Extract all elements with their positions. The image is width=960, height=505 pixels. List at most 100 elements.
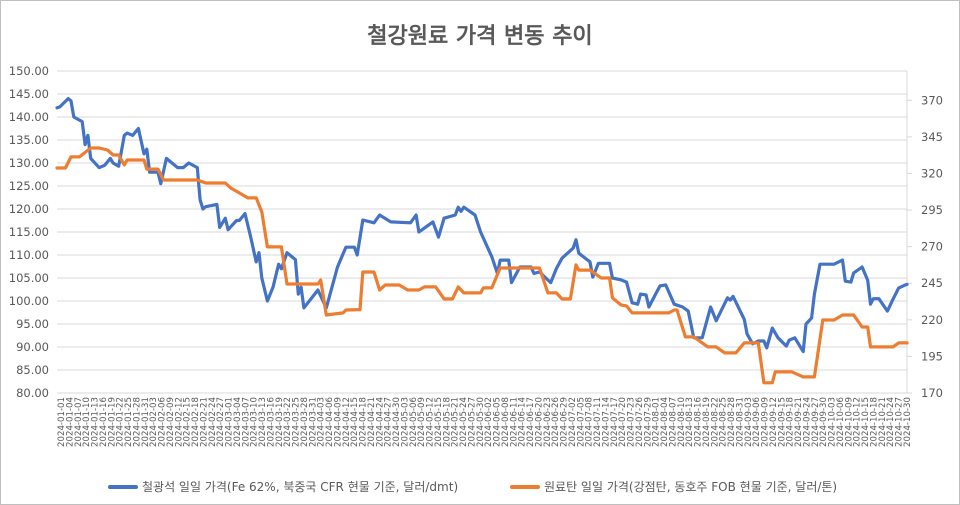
x-tick-label: 2024-07-11: [593, 397, 603, 447]
x-tick-label: 2024-09-12: [769, 397, 779, 447]
x-tick-label: 2024-10-09: [844, 397, 854, 447]
x-tick-label: 2024-05-24: [459, 397, 469, 447]
x-tick-label: 2024-05-03: [400, 397, 410, 447]
x-tick-label: 2024-06-29: [560, 397, 570, 447]
x-tick-label: 2024-06-20: [534, 397, 544, 447]
x-tick-label: 2024-06-14: [518, 397, 528, 447]
y-left-tick-label: 145.00: [9, 87, 49, 101]
x-tick-label: 2024-08-13: [685, 397, 695, 447]
x-tick-label: 2024-09-24: [802, 397, 812, 447]
x-tick-label: 2024-10-21: [878, 397, 888, 447]
y-left-tick-label: 85.00: [16, 363, 49, 377]
x-tick-label: 2024-07-14: [601, 397, 611, 447]
x-tick-label: 2024-01-31: [141, 397, 151, 447]
y-right-tick-label: 370: [921, 93, 943, 107]
x-tick-label: 2024-04-18: [359, 397, 369, 447]
y-left-tick-label: 110.00: [9, 248, 49, 262]
x-tick-label: 2024-09-21: [794, 397, 804, 447]
x-tick-label: 2024-08-25: [719, 397, 729, 447]
x-tick-label: 2024-01-13: [91, 397, 101, 447]
x-tick-label: 2024-04-24: [375, 397, 385, 447]
y-left-tick-label: 140.00: [9, 110, 49, 124]
x-tick-label: 2024-06-17: [526, 397, 536, 447]
y-left-tick-label: 80.00: [16, 386, 49, 400]
x-tick-label: 2024-05-27: [467, 397, 477, 447]
x-tick-label: 2024-08-19: [702, 397, 712, 447]
y-left-tick-label: 125.00: [9, 179, 49, 193]
x-tick-label: 2024-04-30: [392, 397, 402, 447]
x-tick-label: 2024-10-18: [869, 397, 879, 447]
x-tick-label: 2024-02-06: [158, 397, 168, 447]
y-left-tick-label: 120.00: [9, 202, 49, 216]
x-tick-label: 2024-05-15: [434, 397, 444, 447]
x-tick-label: 2024-04-09: [333, 397, 343, 447]
x-tick-label: 2024-10-27: [895, 397, 905, 447]
x-tick-label: 2024-03-25: [292, 397, 302, 447]
x-tick-label: 2024-02-09: [166, 397, 176, 447]
x-tick-label: 2024-08-28: [727, 397, 737, 447]
y-left-tick-label: 90.00: [16, 340, 49, 354]
x-tick-label: 2024-04-21: [367, 397, 377, 447]
y-left-tick-label: 95.00: [16, 317, 49, 331]
x-tick-label: 2024-09-30: [819, 397, 829, 447]
x-tick-label: 2024-08-22: [710, 397, 720, 447]
x-tick-label: 2024-01-25: [124, 397, 134, 447]
y-right-tick-label: 220: [921, 313, 943, 327]
x-tick-label: 2024-06-23: [543, 397, 553, 447]
x-tick-label: 2024-06-08: [501, 397, 511, 447]
y-left-tick-label: 150.00: [9, 64, 49, 78]
x-tick-label: 2024-02-03: [149, 397, 159, 447]
x-tick-label: 2024-03-07: [241, 397, 251, 447]
x-tick-label: 2024-08-07: [668, 397, 678, 447]
y-left-tick-label: 115.00: [9, 225, 49, 239]
x-tick-label: 2024-04-27: [384, 397, 394, 447]
x-tick-label: 2024-02-18: [191, 397, 201, 447]
x-tick-label: 2024-06-02: [484, 397, 494, 447]
x-tick-label: 2024-01-16: [99, 397, 109, 447]
x-tick-label: 2024-01-01: [57, 397, 67, 447]
x-tick-label: 2024-05-21: [451, 397, 461, 447]
x-tick-label: 2024-05-12: [426, 397, 436, 447]
x-tick-label: 2024-03-10: [250, 397, 260, 447]
y-left-tick-label: 130.00: [9, 156, 49, 170]
x-tick-label: 2024-07-08: [585, 397, 595, 447]
y-right-tick-label: 345: [921, 130, 943, 144]
x-tick-label: 2024-07-26: [635, 397, 645, 447]
series-line-coking-coal: [55, 146, 909, 385]
x-tick-label: 2024-07-29: [643, 397, 653, 447]
x-tick-label: 2024-02-21: [199, 397, 209, 447]
x-tick-label: 2024-01-10: [82, 397, 92, 447]
legend-swatch-coking-coal: [510, 484, 540, 489]
x-tick-label: 2024-02-12: [174, 397, 184, 447]
x-tick-label: 2024-05-09: [417, 397, 427, 447]
x-tick-label: 2024-04-06: [325, 397, 335, 447]
x-tick-label: 2024-10-15: [861, 397, 871, 447]
x-tick-label: 2024-10-24: [886, 397, 896, 447]
x-tick-label: 2024-02-27: [216, 397, 226, 447]
x-tick-label: 2024-01-04: [65, 397, 75, 447]
x-tick-label: 2024-08-10: [677, 397, 687, 447]
x-tick-label: 2024-09-09: [761, 397, 771, 447]
x-tick-label: 2024-06-11: [509, 397, 519, 447]
x-tick-label: 2024-03-16: [266, 397, 276, 447]
x-tick-label: 2024-08-31: [735, 397, 745, 447]
y-right-tick-label: 170: [921, 386, 943, 400]
x-tick-label: 2024-09-15: [777, 397, 787, 447]
x-tick-label: 2024-10-12: [853, 397, 863, 447]
x-tick-label: 2024-06-26: [551, 397, 561, 447]
y-right-tick-label: 270: [921, 240, 943, 254]
x-tick-label: 2024-03-31: [308, 397, 318, 447]
x-tick-label: 2024-01-22: [116, 397, 126, 447]
x-tick-label: 2024-01-19: [107, 397, 117, 447]
x-tick-label: 2024-10-03: [828, 397, 838, 447]
x-tick-label: 2024-04-15: [350, 397, 360, 447]
x-tick-label: 2024-03-22: [283, 397, 293, 447]
x-tick-label: 2024-10-30: [903, 397, 913, 447]
y-right-tick-label: 195: [921, 349, 943, 363]
x-tick-label: 2024-07-02: [568, 397, 578, 447]
legend-label-iron-ore: 철광석 일일 가격(Fe 62%, 북중국 CFR 현물 기준, 달러/dmt): [142, 480, 459, 494]
series-line-iron-ore: [55, 96, 909, 354]
x-tick-label: 2024-07-05: [576, 397, 586, 447]
x-tick-label: 2024-08-01: [652, 397, 662, 447]
